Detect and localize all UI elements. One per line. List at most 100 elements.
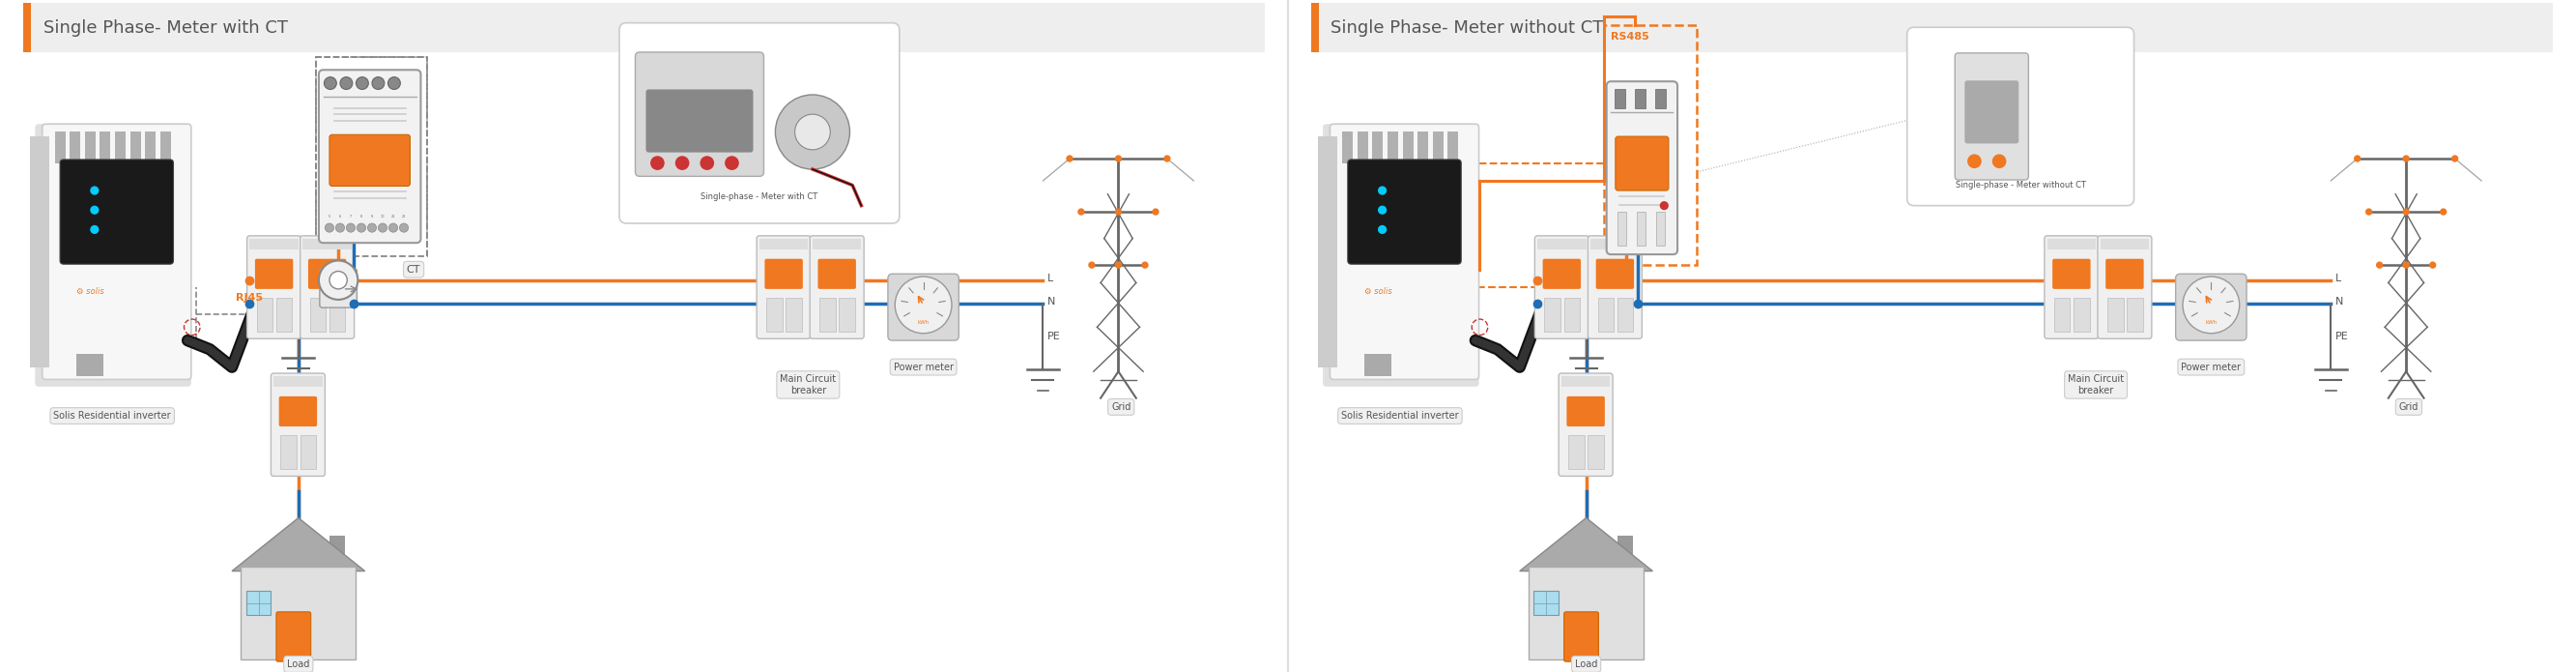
Text: Single-phase - Meter with CT: Single-phase - Meter with CT — [701, 192, 819, 201]
Bar — [1311, 3, 1319, 52]
Circle shape — [701, 156, 714, 170]
Bar — [819, 298, 835, 331]
Text: RS485: RS485 — [1610, 32, 1649, 42]
FancyBboxPatch shape — [2177, 274, 2246, 341]
FancyBboxPatch shape — [2105, 259, 2143, 289]
Circle shape — [1141, 261, 1149, 269]
Circle shape — [2354, 155, 2362, 162]
Bar — [23, 3, 31, 52]
Bar — [811, 239, 860, 249]
Text: Grid: Grid — [2398, 402, 2419, 412]
FancyBboxPatch shape — [618, 23, 899, 223]
Text: Power meter: Power meter — [2182, 362, 2241, 372]
Circle shape — [894, 277, 951, 333]
Bar — [276, 298, 291, 331]
FancyBboxPatch shape — [1615, 136, 1669, 191]
Circle shape — [90, 186, 98, 195]
FancyBboxPatch shape — [330, 134, 410, 186]
Text: Load: Load — [1574, 659, 1597, 669]
Circle shape — [2439, 208, 2447, 215]
Bar — [273, 376, 322, 386]
FancyBboxPatch shape — [278, 396, 317, 427]
Circle shape — [330, 271, 348, 289]
Bar — [77, 353, 103, 376]
Text: kWh: kWh — [917, 321, 930, 325]
Circle shape — [2403, 208, 2409, 215]
Text: Single Phase- Meter without CT: Single Phase- Meter without CT — [1332, 19, 1605, 37]
Text: 22: 22 — [402, 214, 407, 218]
Bar — [258, 298, 273, 331]
FancyBboxPatch shape — [255, 259, 294, 289]
Bar — [1636, 89, 1646, 108]
Bar — [1373, 132, 1383, 163]
Circle shape — [2429, 261, 2437, 269]
Bar — [1404, 132, 1414, 163]
Text: kWh: kWh — [2205, 321, 2218, 325]
Circle shape — [345, 223, 355, 233]
Bar — [144, 132, 155, 163]
Bar — [1533, 591, 1558, 616]
Bar — [2053, 298, 2071, 331]
Circle shape — [389, 77, 399, 89]
Bar — [1432, 132, 1443, 163]
Bar — [1528, 566, 1643, 660]
Circle shape — [325, 223, 335, 233]
Text: ⚙ solis: ⚙ solis — [77, 288, 106, 296]
Bar — [1618, 212, 1625, 245]
Bar — [1316, 136, 1337, 367]
Bar — [2048, 239, 2097, 249]
FancyBboxPatch shape — [319, 70, 420, 243]
Bar — [2128, 298, 2143, 331]
FancyBboxPatch shape — [889, 274, 958, 341]
Text: Single-phase - Meter without CT: Single-phase - Meter without CT — [1955, 181, 2087, 190]
Bar — [1388, 132, 1399, 163]
Circle shape — [90, 225, 98, 234]
Bar — [160, 132, 170, 163]
Circle shape — [1066, 155, 1074, 162]
Bar — [100, 132, 111, 163]
Polygon shape — [232, 518, 366, 571]
Text: 21: 21 — [392, 214, 397, 218]
Circle shape — [325, 77, 337, 89]
FancyBboxPatch shape — [1535, 236, 1589, 339]
Bar — [1597, 298, 1613, 331]
Circle shape — [796, 114, 829, 150]
FancyBboxPatch shape — [2045, 236, 2099, 339]
Circle shape — [368, 223, 376, 233]
Bar — [54, 132, 64, 163]
Bar — [330, 298, 345, 331]
FancyBboxPatch shape — [1906, 28, 2133, 206]
Bar — [1618, 536, 1633, 566]
Bar — [1636, 212, 1646, 245]
Bar — [1656, 212, 1664, 245]
Bar — [1417, 132, 1427, 163]
Circle shape — [399, 223, 410, 233]
Bar — [1589, 239, 1638, 249]
FancyBboxPatch shape — [1566, 396, 1605, 427]
FancyBboxPatch shape — [765, 259, 804, 289]
FancyBboxPatch shape — [2097, 236, 2151, 339]
Bar — [760, 239, 809, 249]
Circle shape — [2403, 261, 2409, 269]
Bar — [786, 298, 801, 331]
FancyBboxPatch shape — [636, 52, 765, 176]
Circle shape — [1378, 225, 1386, 234]
Circle shape — [1968, 154, 1981, 169]
Circle shape — [1115, 155, 1123, 162]
Circle shape — [2375, 261, 2383, 269]
Circle shape — [1077, 208, 1084, 215]
Circle shape — [724, 156, 739, 170]
Bar — [301, 435, 317, 469]
FancyBboxPatch shape — [301, 236, 355, 339]
Circle shape — [2403, 155, 2409, 162]
Text: Single Phase- Meter with CT: Single Phase- Meter with CT — [44, 19, 289, 37]
Bar — [2074, 298, 2089, 331]
Bar — [31, 136, 49, 367]
Bar — [85, 132, 95, 163]
Circle shape — [775, 95, 850, 169]
Circle shape — [1115, 261, 1123, 269]
FancyBboxPatch shape — [247, 236, 301, 339]
Text: L: L — [2336, 274, 2342, 283]
Circle shape — [2182, 277, 2239, 333]
Circle shape — [1164, 155, 1170, 162]
